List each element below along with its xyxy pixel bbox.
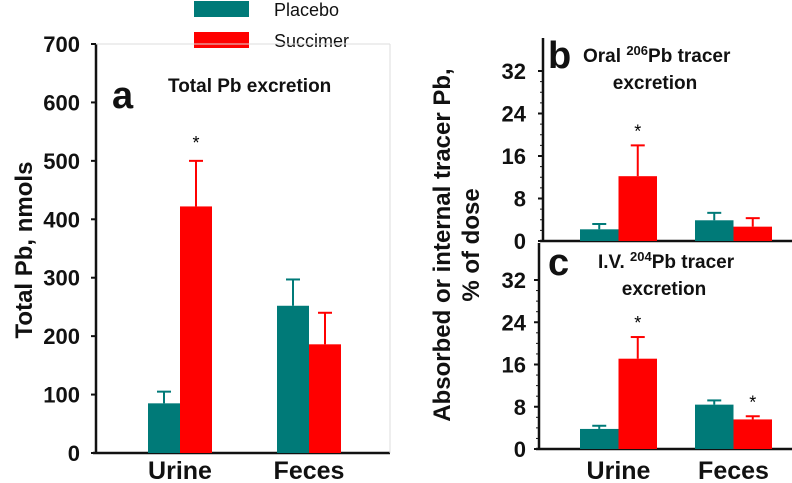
panel-a-bar-feces-succimer bbox=[309, 344, 341, 453]
legend-label-succimer: Succimer bbox=[274, 31, 349, 51]
shared-y-axis-label-line2: % of dose bbox=[458, 188, 485, 301]
panel-b-ytick-label: 16 bbox=[502, 144, 526, 169]
panel-a-bar-feces-placebo bbox=[277, 305, 309, 453]
panel-b-bar-feces-succimer bbox=[733, 226, 772, 241]
panel-a-bar-urine-succimer bbox=[180, 206, 212, 453]
panel-c-bar-urine-placebo bbox=[580, 428, 619, 449]
panel-a-ytick-label: 100 bbox=[43, 383, 80, 408]
panel-a-bar-urine-placebo bbox=[148, 403, 180, 453]
panel-letter-c: c bbox=[548, 242, 569, 284]
legend-label-placebo: Placebo bbox=[274, 0, 339, 20]
panel-b-ytick-label: 32 bbox=[502, 59, 526, 84]
panel-letter-b: b bbox=[548, 35, 571, 77]
legend-swatch-succimer bbox=[194, 32, 249, 48]
x-category-label: Urine bbox=[587, 457, 651, 483]
panel-b-bar-urine-succimer bbox=[618, 176, 657, 241]
panel-a-title: Total Pb excretion bbox=[168, 76, 331, 97]
x-category-label: Feces bbox=[274, 457, 345, 483]
x-category-label: Urine bbox=[148, 457, 212, 483]
panel-b-ytick-label: 8 bbox=[514, 187, 526, 212]
panel-b-bar-urine-placebo bbox=[580, 229, 619, 241]
panel-b-title: Oral 206Pb tracer bbox=[583, 43, 731, 67]
panel-letter-a: a bbox=[112, 75, 134, 117]
panel-c-ytick-label: 32 bbox=[502, 268, 526, 293]
panel-a-ytick-label: 500 bbox=[43, 149, 80, 174]
panel-a-ytick-label: 200 bbox=[43, 324, 80, 349]
panel-c-ytick-label: 24 bbox=[502, 310, 527, 335]
panel-c-significance-mark: * bbox=[749, 392, 756, 412]
panel-c-bar-urine-succimer bbox=[618, 358, 657, 449]
panel-c-ytick-label: 8 bbox=[514, 395, 526, 420]
panel-a-ytick-label: 300 bbox=[43, 266, 80, 291]
panel-a-ytick-label: 700 bbox=[43, 32, 80, 57]
panel-a-ytick-label: 400 bbox=[43, 207, 80, 232]
panel-b-ytick-label: 0 bbox=[514, 229, 526, 254]
panel-c-bar-feces-succimer bbox=[733, 419, 772, 449]
x-category-label: Feces bbox=[698, 457, 769, 483]
panel-b-title-line2: excretion bbox=[613, 73, 697, 94]
legend-swatch-placebo bbox=[194, 1, 249, 17]
panel-c-ytick-label: 16 bbox=[502, 353, 526, 378]
panel-c-title: I.V. 204Pb tracer bbox=[598, 249, 735, 273]
panel-b-bar-feces-placebo bbox=[695, 220, 734, 241]
panel-c-ytick-label: 0 bbox=[514, 437, 526, 462]
panel-a-significance-mark: * bbox=[192, 133, 199, 153]
panel-c-bar-feces-placebo bbox=[695, 404, 734, 449]
panel-a-y-axis-label: Total Pb, nmols bbox=[11, 162, 38, 339]
panel-a-ytick-label: 0 bbox=[68, 441, 80, 466]
panel-c-title-line2: excretion bbox=[622, 279, 706, 300]
panel-b-ytick-label: 24 bbox=[502, 102, 527, 127]
shared-y-axis-label-line1: Absorbed or internal tracer Pb, bbox=[429, 68, 456, 421]
panel-a-ytick-label: 600 bbox=[43, 90, 80, 115]
panel-c-significance-mark: * bbox=[634, 313, 641, 333]
panel-b-significance-mark: * bbox=[634, 121, 641, 141]
